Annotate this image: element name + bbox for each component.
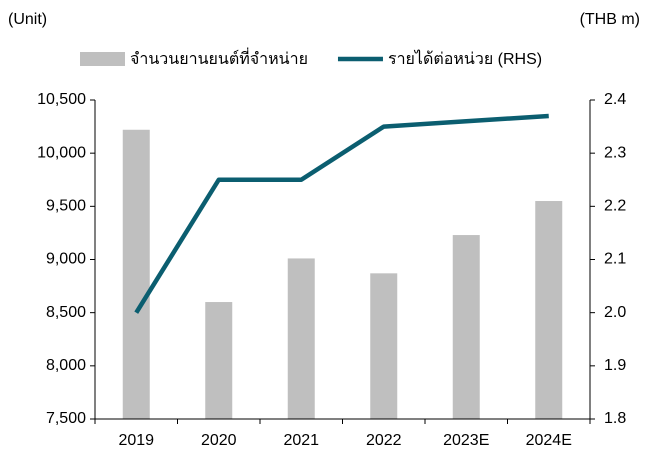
- x-tick-label: 2019: [118, 432, 154, 449]
- y2-tick-label: 2.4: [604, 91, 626, 108]
- x-tick-label: 2022: [366, 432, 402, 449]
- y2-tick-label: 2.0: [604, 304, 626, 321]
- bar: [452, 235, 480, 419]
- y2-tick-label: 2.2: [604, 198, 626, 215]
- y-tick-label: 9,000: [46, 251, 86, 268]
- x-tick-label: 2020: [201, 432, 237, 449]
- x-tick-label: 2021: [283, 432, 319, 449]
- y-tick-label: 10,000: [37, 144, 86, 161]
- bar: [122, 129, 150, 420]
- y-tick-label: 9,500: [46, 198, 86, 215]
- x-tick-label: 2024E: [526, 432, 572, 449]
- bar: [205, 302, 233, 419]
- bar: [287, 258, 315, 419]
- y2-tick-label: 2.1: [604, 251, 626, 268]
- y-tick-label: 10,500: [37, 91, 86, 108]
- x-tick-label: 2023E: [443, 432, 489, 449]
- y-tick-label: 8,500: [46, 304, 86, 321]
- y-tick-label: 7,500: [46, 410, 86, 427]
- bar: [370, 273, 398, 419]
- y2-tick-label: 1.8: [604, 410, 626, 427]
- y2-tick-label: 1.9: [604, 357, 626, 374]
- y-axis-title: (Unit): [8, 11, 47, 28]
- line: [134, 113, 549, 314]
- legend-label: รายได้ต่อหน่วย (RHS): [388, 49, 542, 68]
- y2-tick-label: 2.3: [604, 144, 626, 161]
- bar: [535, 201, 563, 419]
- legend-label: จำนวนยานยนต์ที่จำหน่าย: [130, 47, 308, 68]
- y-tick-label: 8,000: [46, 357, 86, 374]
- y2-axis-title: (THB m): [580, 11, 640, 28]
- legend-swatch: [80, 52, 125, 66]
